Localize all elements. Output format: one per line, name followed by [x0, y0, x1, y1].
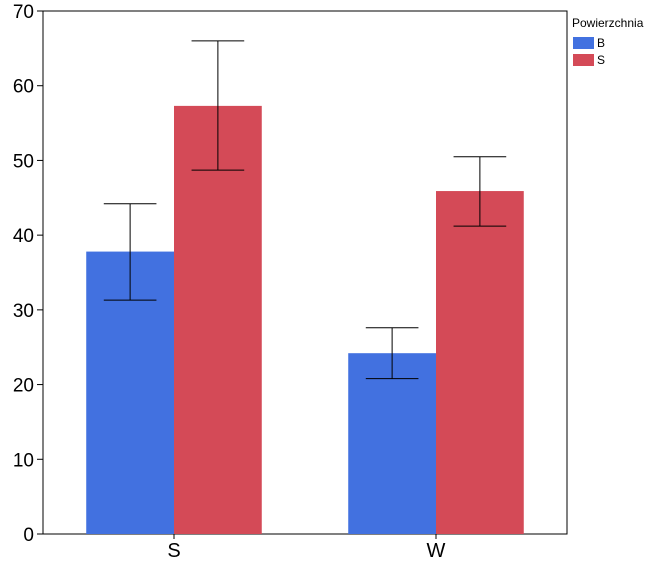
y-tick-label: 10 — [13, 450, 34, 471]
error-bar-s-s — [191, 40, 245, 171]
y-axis: 0 10 20 30 40 50 60 70 — [13, 2, 43, 546]
x-tick-label: S — [167, 540, 180, 562]
error-bar-b-s — [103, 203, 157, 301]
legend-swatch-b — [573, 37, 594, 49]
y-tick-label: 20 — [13, 376, 34, 397]
bar-s-w — [436, 191, 524, 534]
y-tick-label: 50 — [13, 151, 34, 172]
error-bar-s-w — [453, 156, 507, 227]
y-tick-label: 60 — [13, 77, 34, 98]
y-tick-label: 0 — [23, 525, 34, 546]
legend-swatch-s — [573, 54, 594, 66]
bar-s-s — [174, 105, 262, 534]
legend-label-b: B — [597, 36, 605, 50]
x-tick-label: W — [427, 540, 446, 562]
error-bar-b-w — [365, 327, 419, 380]
legend-title: Powierzchnia — [572, 16, 644, 30]
error-bars — [103, 40, 507, 380]
legend: Powierzchnia BS — [572, 16, 644, 67]
y-tick-label: 30 — [13, 301, 34, 322]
y-tick-label: 40 — [13, 226, 34, 247]
bar-b-w — [348, 353, 436, 534]
legend-label-s: S — [597, 53, 605, 67]
y-tick-label: 70 — [13, 2, 34, 23]
